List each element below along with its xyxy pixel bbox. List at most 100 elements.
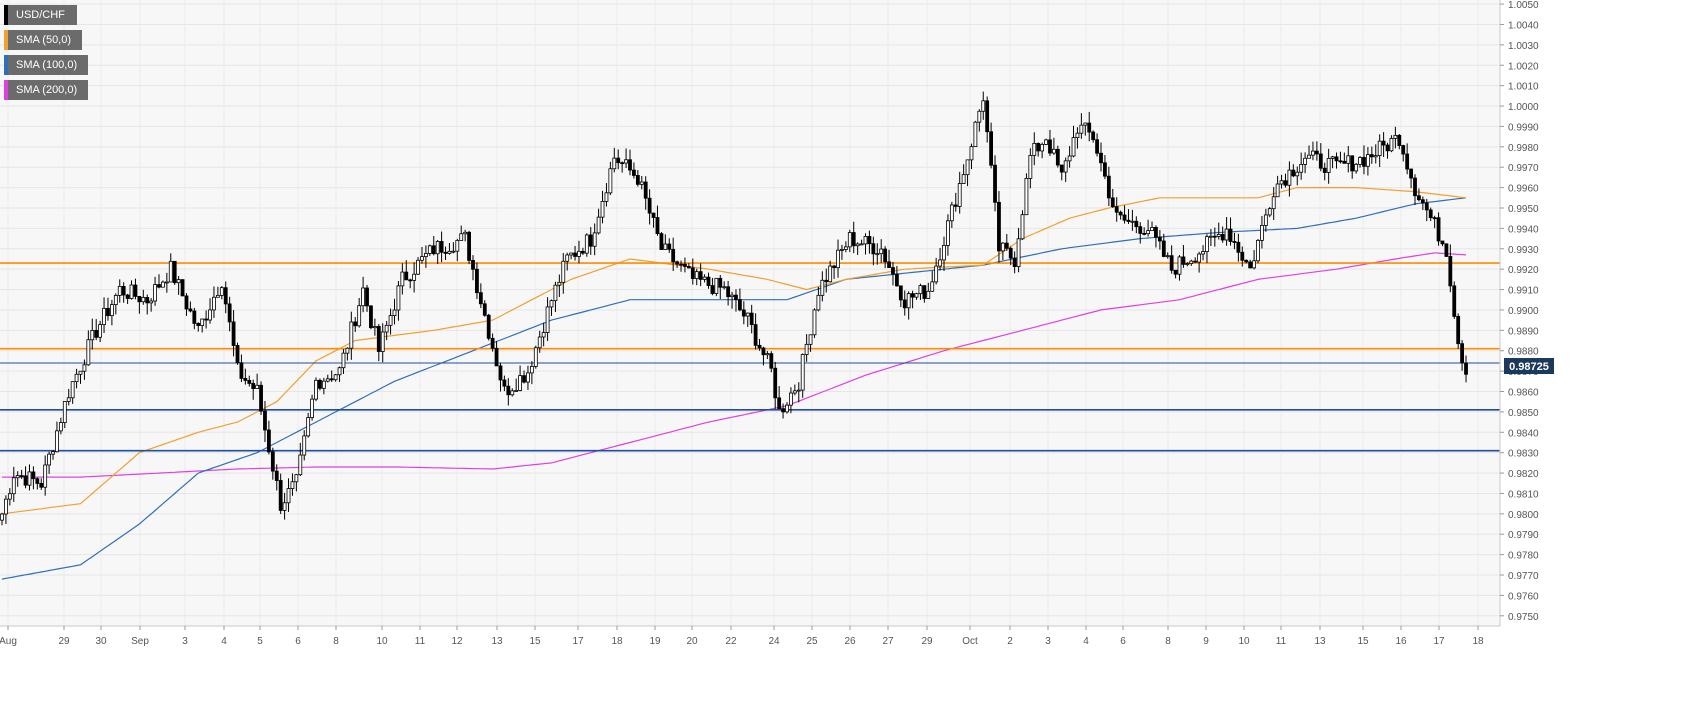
candle-body [1154,227,1158,238]
candle-body [804,343,809,355]
candle-body [565,254,570,262]
candle-body [1055,148,1060,166]
candle-body [906,293,911,309]
candle-body [1040,144,1045,152]
candle-body [223,287,228,305]
legend-swatch-sma-200 [4,80,8,100]
candle-body [1303,157,1307,165]
candle-body [467,231,471,261]
candle-body [922,285,927,299]
candle-body [282,502,287,511]
y-tick-label: 0.9880 [1508,347,1539,358]
x-tick-label: Aug [0,636,17,647]
candle-body [1012,257,1017,267]
candle-body [553,284,558,302]
candle-body [667,243,672,250]
legend-sma-100[interactable]: SMA (100,0) [4,55,88,75]
candle-body [329,378,334,381]
candle-body [1291,169,1296,177]
x-tick-label: 12 [451,636,463,647]
candle-body [632,169,636,176]
candle-body [443,251,448,254]
candle-body [734,294,738,301]
candle-body [266,429,271,453]
candle-body [549,300,554,308]
candle-body [337,367,342,376]
candle-body [314,379,318,400]
candle-body [820,279,825,296]
candle-body [753,324,758,346]
candle-body [592,232,597,247]
candle-body [384,324,389,333]
candle-body [164,281,169,284]
candle-body [482,303,487,316]
candle-body [1354,163,1359,172]
candle-body [278,480,283,511]
candle-body [325,378,330,382]
candle-body [1036,142,1041,152]
candle-body [51,451,55,455]
candle-body [1334,156,1339,162]
candle-body [1436,217,1441,242]
candle-body [588,234,593,247]
candle-body [686,266,691,269]
candle-body [730,294,734,298]
legend-sma-200[interactable]: SMA (200,0) [4,80,88,100]
candle-body [1224,228,1229,241]
candle-body [977,110,982,123]
candle-body [372,326,377,329]
last-price-badge: 0.98725 [1504,358,1554,375]
candle-body [86,339,91,366]
y-tick-label: 0.9920 [1508,265,1539,276]
candle-body [1448,256,1453,287]
y-tick-label: 0.9950 [1508,204,1539,215]
candle-body [1358,157,1362,165]
candle-body [1028,154,1033,179]
legend-label-usdchf: USD/CHF [16,9,65,21]
candle-body [388,315,393,326]
candle-body [74,373,79,383]
candle-body [898,285,903,301]
candle-body [1209,235,1213,238]
candle-body [930,281,935,292]
candle-body [247,380,252,384]
x-tick-label: 25 [806,636,818,647]
candle-body [824,279,829,283]
x-tick-label: 17 [572,636,584,647]
candle-body [1052,148,1056,154]
candle-body [145,297,150,304]
legend-sma-50[interactable]: SMA (50,0) [4,30,82,50]
legend-label-sma-200: SMA (200,0) [16,84,78,96]
candle-body [353,321,358,327]
candle-body [679,263,683,266]
candle-body [773,367,778,399]
candle-body [785,404,789,413]
candle-body [106,307,110,317]
candle-body [1216,234,1221,237]
candle-body [333,374,338,381]
candle-body [557,281,562,286]
sma-50-line [1,187,1467,515]
candle-body [545,306,550,333]
candle-body [180,279,185,297]
candle-body [1248,261,1253,269]
candle-body [577,250,581,257]
candle-body [651,212,656,218]
candle-body [447,250,452,254]
candle-body [1095,139,1099,154]
candle-body [702,276,707,280]
candle-body [416,259,420,275]
candle-body [1322,167,1327,173]
candle-body [1130,220,1135,223]
candle-body [133,284,138,297]
candle-body [408,279,413,282]
candle-body [1228,228,1233,242]
candle-body [981,100,986,112]
candle-body [1110,197,1115,208]
candle-body [7,493,12,500]
x-tick-label: 18 [611,636,623,647]
legend-usdchf[interactable]: USD/CHF [4,5,77,25]
candle-body [1338,160,1343,163]
y-tick-label: 0.9890 [1508,326,1539,337]
